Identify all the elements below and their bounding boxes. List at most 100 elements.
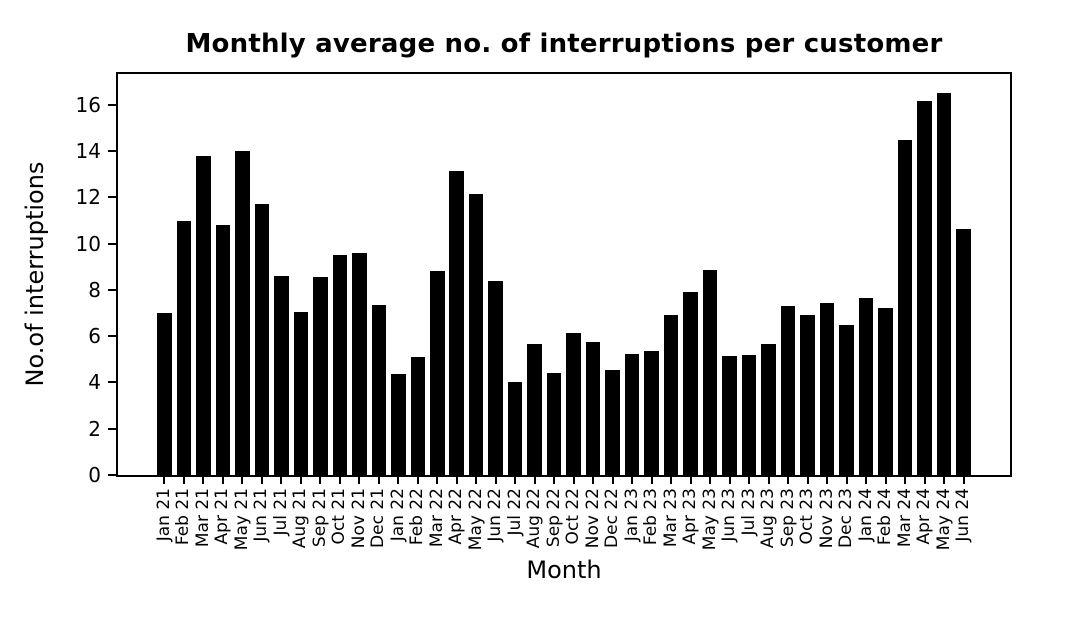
x-tick-mark xyxy=(631,477,634,484)
bar-apr-24 xyxy=(917,101,932,475)
bar-feb-24 xyxy=(878,308,893,475)
x-tick-mark xyxy=(280,477,283,484)
bar-jul-23 xyxy=(741,354,757,475)
x-tick-label: Nov 21 xyxy=(348,488,369,549)
x-tick-label: Apr 23 xyxy=(680,488,701,545)
bar-aug-21 xyxy=(293,311,309,475)
x-tick-mark xyxy=(319,477,322,484)
bar-may-23 xyxy=(702,270,718,475)
bar-may-22 xyxy=(468,193,484,475)
x-tick-label: Nov 23 xyxy=(816,488,837,549)
x-tick-label: Jul 23 xyxy=(738,488,759,536)
bar-feb-23 xyxy=(644,351,659,475)
x-tick-label: Dec 21 xyxy=(368,488,389,548)
x-tick-mark xyxy=(592,477,595,484)
x-tick-label: Jan 24 xyxy=(855,488,876,542)
x-tick-label: Mar 22 xyxy=(426,488,447,548)
y-tick-label: 2 xyxy=(88,416,101,441)
x-tick-label: Feb 21 xyxy=(173,488,194,546)
y-tick-label: 14 xyxy=(75,139,101,164)
y-tick-label: 10 xyxy=(75,231,101,256)
y-tick-mark xyxy=(108,474,116,476)
y-tick-mark xyxy=(108,196,116,199)
x-tick-mark xyxy=(455,477,458,484)
x-tick-mark xyxy=(377,477,380,484)
x-tick-mark xyxy=(514,477,517,484)
x-tick-mark xyxy=(748,477,751,484)
x-tick-label: Sep 21 xyxy=(309,488,330,548)
bar-nov-23 xyxy=(819,302,835,475)
bar-oct-21 xyxy=(332,255,348,475)
x-tick-mark xyxy=(338,477,341,484)
x-tick-mark xyxy=(358,477,361,484)
x-tick-label: Apr 22 xyxy=(446,488,467,545)
x-tick-label: Mar 21 xyxy=(192,488,213,548)
y-tick-mark xyxy=(108,335,116,338)
x-tick-label: Apr 24 xyxy=(914,488,934,545)
x-tick-mark xyxy=(611,477,614,484)
bar-jan-22 xyxy=(391,374,406,475)
x-tick-mark xyxy=(728,477,731,484)
x-tick-label: Jul 22 xyxy=(504,488,525,536)
bar-jun-24 xyxy=(956,228,971,475)
bar-feb-22 xyxy=(410,357,426,475)
bar-jan-24 xyxy=(858,298,874,475)
x-tick-label: Mar 23 xyxy=(660,488,681,548)
x-tick-mark xyxy=(163,477,166,484)
bar-sep-22 xyxy=(546,373,562,475)
x-tick-mark xyxy=(826,477,829,484)
x-tick-mark xyxy=(553,477,556,484)
x-tick-mark xyxy=(397,477,400,484)
x-tick-mark xyxy=(904,477,906,484)
x-tick-mark xyxy=(806,477,809,484)
x-tick-mark xyxy=(787,477,790,484)
x-tick-label: Aug 23 xyxy=(758,488,779,549)
y-tick-label: 0 xyxy=(88,463,101,487)
x-tick-label: Feb 23 xyxy=(641,488,662,546)
x-tick-label: Feb 24 xyxy=(875,488,895,546)
bar-jan-21 xyxy=(157,313,172,475)
x-tick-label: May 23 xyxy=(699,488,720,551)
x-tick-mark xyxy=(436,477,439,484)
x-tick-label: Feb 22 xyxy=(407,488,428,546)
x-tick-label: Dec 23 xyxy=(836,488,856,548)
bar-nov-21 xyxy=(352,252,367,475)
x-tick-label: Aug 22 xyxy=(524,488,545,549)
x-tick-mark xyxy=(767,477,770,484)
bar-aug-22 xyxy=(527,344,542,475)
y-tick-mark xyxy=(108,242,116,245)
x-tick-mark xyxy=(260,477,263,484)
chart-title: Monthly average no. of interruptions per… xyxy=(185,29,943,59)
bar-dec-21 xyxy=(371,304,387,475)
x-tick-label: May 21 xyxy=(231,488,252,551)
x-axis-label: Month xyxy=(526,556,602,584)
x-tick-label: Apr 21 xyxy=(212,488,233,545)
x-tick-mark xyxy=(689,477,692,484)
x-tick-label: Jul 21 xyxy=(270,488,291,536)
x-tick-label: Jun 23 xyxy=(719,488,740,542)
x-tick-label: Sep 22 xyxy=(543,488,564,548)
y-tick-mark xyxy=(108,427,116,430)
bar-apr-21 xyxy=(215,225,231,475)
x-tick-mark xyxy=(670,477,673,484)
x-tick-mark xyxy=(923,477,926,484)
x-tick-label: Jun 21 xyxy=(251,488,272,542)
x-tick-mark xyxy=(865,477,867,484)
x-tick-mark xyxy=(572,477,575,484)
y-tick-label: 12 xyxy=(75,185,101,210)
bar-sep-23 xyxy=(780,306,796,475)
y-tick-label: 6 xyxy=(88,324,101,349)
x-tick-label: Oct 23 xyxy=(797,488,818,545)
bar-jun-22 xyxy=(488,280,503,475)
x-tick-label: Oct 21 xyxy=(329,488,350,545)
x-tick-mark xyxy=(962,477,965,484)
x-tick-label: Nov 22 xyxy=(582,488,603,549)
x-tick-label: Jun 22 xyxy=(485,488,506,542)
y-tick-mark xyxy=(108,288,116,291)
y-tick-mark xyxy=(108,381,116,384)
x-tick-label: Sep 23 xyxy=(777,488,798,548)
y-tick-label: 16 xyxy=(75,92,101,117)
x-tick-mark xyxy=(709,477,712,484)
bar-may-21 xyxy=(235,151,250,475)
